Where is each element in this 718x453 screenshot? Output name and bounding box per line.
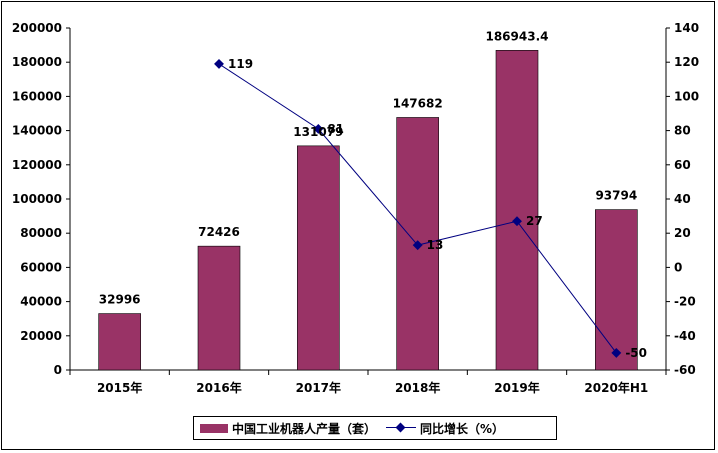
line-series	[214, 58, 622, 358]
growth-point	[611, 347, 622, 358]
legend-line-label: 同比增长（%）	[420, 421, 505, 436]
left-tick-label: 40000	[20, 295, 62, 309]
bar-value-label: 147682	[393, 96, 443, 110]
right-tick-label: 60	[674, 158, 691, 172]
left-tick-label: 100000	[12, 192, 62, 206]
axes: 0 20000 40000 60000 80000 100000 120000 140000 1…	[12, 21, 699, 395]
x-tick-label: 2020年H1	[584, 380, 648, 395]
legend: 中国工业机器人产量（套） 同比增长（%）	[193, 416, 557, 440]
growth-value-label: 81	[327, 122, 344, 136]
right-tick-label: 100	[674, 89, 699, 103]
left-tick-label: 160000	[12, 89, 62, 103]
right-tick-label: 120	[674, 55, 699, 69]
left-tick-label: 0	[54, 363, 62, 377]
left-tick-label: 120000	[12, 158, 62, 172]
bar	[495, 50, 539, 371]
bar-value-label: 32996	[99, 293, 141, 307]
x-tick-label: 2015年	[97, 380, 142, 395]
left-tick-label: 80000	[20, 226, 62, 240]
growth-value-label: 119	[228, 57, 253, 71]
growth-point	[412, 240, 423, 251]
legend-bar-swatch	[200, 423, 228, 433]
x-tick-label: 2016年	[196, 380, 241, 395]
bar	[595, 209, 638, 371]
right-tick-label: -40	[674, 329, 696, 343]
legend-line-swatch	[386, 423, 417, 433]
left-tick-label: 20000	[20, 329, 62, 343]
bar-value-label: 131079	[293, 125, 343, 139]
right-tick-label: -60	[674, 363, 696, 377]
left-tick-label: 180000	[12, 55, 62, 69]
left-tick-label: 60000	[20, 260, 62, 274]
left-tick-label: 140000	[12, 124, 62, 138]
bar-value-label: 93794	[595, 189, 637, 203]
right-tick-label: 80	[674, 124, 691, 138]
bar	[297, 145, 340, 371]
right-tick-label: 20	[674, 226, 691, 240]
right-tick-label: 0	[674, 260, 682, 274]
bar	[98, 313, 141, 371]
x-tick-label: 2019年	[494, 380, 539, 395]
left-tick-label: 200000	[12, 21, 62, 35]
bar-value-label: 186943.4	[485, 29, 548, 43]
right-tick-label: 40	[674, 192, 691, 206]
growth-point	[512, 216, 522, 227]
right-tick-label: 140	[674, 21, 699, 35]
bar	[197, 245, 241, 371]
growth-point	[214, 58, 224, 69]
bar-value-label: 72426	[198, 225, 240, 239]
right-tick-label: -20	[674, 295, 696, 309]
growth-value-label: -50	[625, 346, 647, 360]
bar-series	[98, 50, 638, 371]
x-tick-label: 2018年	[395, 380, 440, 395]
legend-bar-label: 中国工业机器人产量（套）	[232, 421, 377, 436]
growth-value-label: 27	[526, 214, 543, 228]
growth-value-label: 13	[427, 238, 444, 252]
x-tick-label: 2017年	[296, 380, 341, 395]
data-labels: 32996 72426 131079 147682 186943.4 93794 119 81…	[99, 29, 647, 360]
